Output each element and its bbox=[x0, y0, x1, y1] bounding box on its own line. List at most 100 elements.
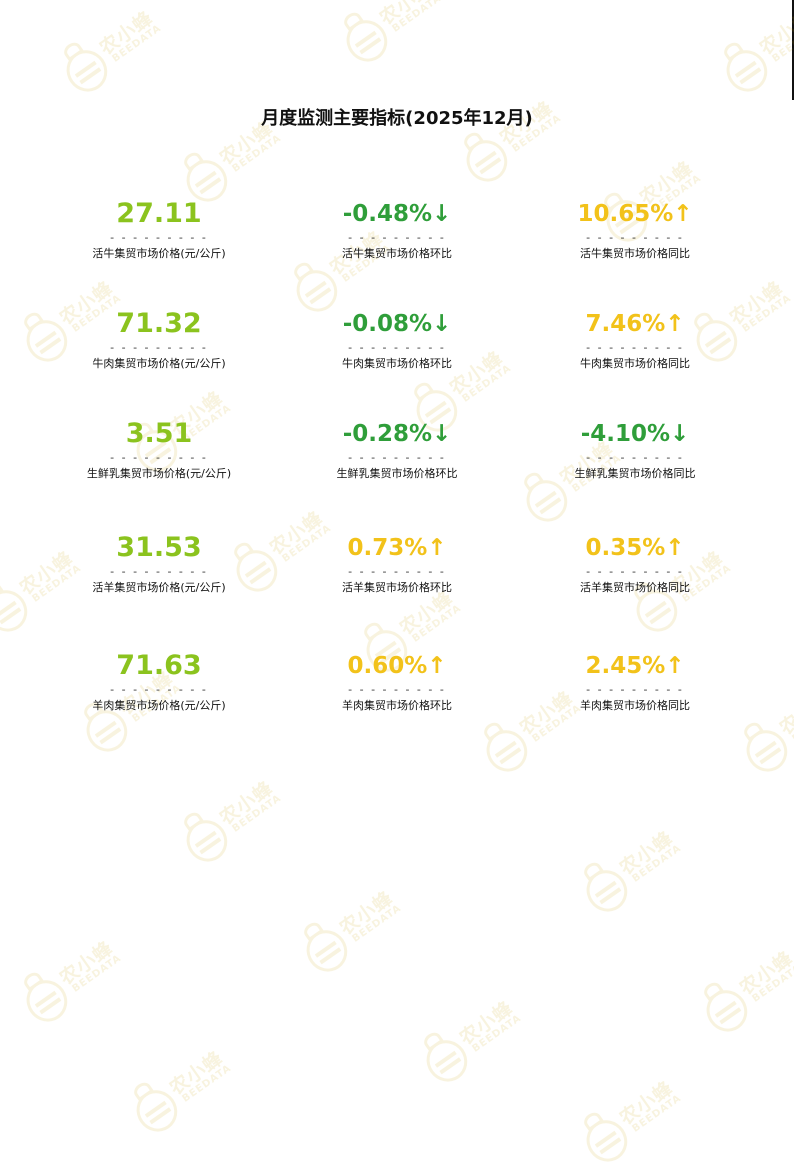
separator: - - - - - - - - - bbox=[110, 683, 208, 696]
watermark-logo: 农小蜂 BEEDATA bbox=[693, 934, 794, 1046]
separator: - - - - - - - - - bbox=[586, 683, 684, 696]
bee-icon bbox=[718, 42, 776, 100]
watermark-logo: 农小蜂 BEEDATA bbox=[413, 984, 538, 1096]
indicator-card: -4.10%↓ - - - - - - - - - 生鲜乳集贸市场价格同比 bbox=[516, 416, 754, 482]
indicator-card: 71.32 - - - - - - - - - 牛肉集贸市场价格(元/公斤) bbox=[40, 306, 278, 372]
indicator-card: 2.45%↑ - - - - - - - - - 羊肉集贸市场价格同比 bbox=[516, 648, 754, 714]
separator: - - - - - - - - - bbox=[110, 565, 208, 578]
indicator-value: 0.73%↑ bbox=[347, 535, 447, 561]
indicator-value: -4.10%↓ bbox=[580, 421, 690, 447]
watermark-logo: 农小蜂 BEEDATA bbox=[123, 1034, 248, 1146]
watermark-logo: 农小蜂 BEEDATA bbox=[53, 0, 178, 106]
watermark-subtext: BEEDATA bbox=[390, 0, 444, 35]
bee-icon bbox=[578, 862, 636, 920]
indicator-label: 活牛集贸市场价格同比 bbox=[580, 247, 690, 260]
watermark-subtext: BEEDATA bbox=[750, 962, 794, 1005]
watermark-logo: 农小蜂 BEEDATA bbox=[573, 814, 698, 926]
watermark-subtext: BEEDATA bbox=[230, 132, 284, 175]
watermark-logo: 农小蜂 BEEDATA bbox=[173, 764, 298, 876]
separator: - - - - - - - - - bbox=[586, 451, 684, 464]
separator: - - - - - - - - - bbox=[586, 231, 684, 244]
separator: - - - - - - - - - bbox=[110, 231, 208, 244]
indicator-value: 71.63 bbox=[116, 650, 202, 681]
indicator-value: 31.53 bbox=[116, 532, 202, 563]
indicator-label: 活羊集贸市场价格同比 bbox=[580, 581, 690, 594]
indicator-card: 71.63 - - - - - - - - - 羊肉集贸市场价格(元/公斤) bbox=[40, 648, 278, 714]
watermark-text: 农小蜂 bbox=[95, 7, 158, 60]
indicator-row: 31.53 - - - - - - - - - 活羊集贸市场价格(元/公斤) 0… bbox=[40, 524, 754, 648]
indicator-value: 2.45%↑ bbox=[585, 653, 685, 679]
watermark-subtext: BEEDATA bbox=[630, 842, 684, 885]
watermark-text: 农小蜂 bbox=[335, 887, 398, 940]
separator: - - - - - - - - - bbox=[586, 565, 684, 578]
indicator-value: 0.60%↑ bbox=[347, 653, 447, 679]
indicator-label: 活牛集贸市场价格(元/公斤) bbox=[92, 247, 226, 260]
indicator-grid: 27.11 - - - - - - - - - 活牛集贸市场价格(元/公斤) -… bbox=[40, 196, 754, 758]
watermark-subtext: BEEDATA bbox=[770, 22, 794, 65]
indicator-label: 活牛集贸市场价格环比 bbox=[342, 247, 452, 260]
bee-icon bbox=[128, 1082, 186, 1140]
bee-icon bbox=[0, 582, 36, 640]
indicator-card: 10.65%↑ - - - - - - - - - 活牛集贸市场价格同比 bbox=[516, 196, 754, 262]
indicator-card: 0.73%↑ - - - - - - - - - 活羊集贸市场价格环比 bbox=[278, 530, 516, 596]
indicator-label: 生鲜乳集贸市场价格(元/公斤) bbox=[86, 467, 232, 480]
watermark-subtext: BEEDATA bbox=[630, 1092, 684, 1135]
indicator-card: 31.53 - - - - - - - - - 活羊集贸市场价格(元/公斤) bbox=[40, 530, 278, 596]
indicator-label: 羊肉集贸市场价格(元/公斤) bbox=[92, 699, 226, 712]
page-title: 月度监测主要指标(2025年12月) bbox=[261, 108, 533, 129]
watermark-logo: 农小蜂 BEEDATA bbox=[453, 84, 578, 196]
watermark-text: 农小蜂 bbox=[775, 687, 794, 740]
watermark-subtext: BEEDATA bbox=[790, 702, 794, 745]
indicator-card: -0.08%↓ - - - - - - - - - 牛肉集贸市场价格环比 bbox=[278, 306, 516, 372]
separator: - - - - - - - - - bbox=[348, 341, 446, 354]
watermark-text: 农小蜂 bbox=[455, 997, 518, 1050]
indicator-label: 牛肉集贸市场价格同比 bbox=[580, 357, 690, 370]
watermark-logo: 农小蜂 BEEDATA bbox=[13, 924, 138, 1036]
watermark-logo: 农小蜂 BEEDATA bbox=[573, 1064, 698, 1176]
watermark-subtext: BEEDATA bbox=[470, 1012, 524, 1055]
watermark-text: 农小蜂 bbox=[215, 777, 278, 830]
page-edge-line bbox=[792, 0, 794, 100]
indicator-label: 羊肉集贸市场价格同比 bbox=[580, 699, 690, 712]
watermark-text: 农小蜂 bbox=[755, 7, 794, 60]
separator: - - - - - - - - - bbox=[348, 231, 446, 244]
indicator-card: -0.28%↓ - - - - - - - - - 生鲜乳集贸市场价格环比 bbox=[278, 416, 516, 482]
indicator-card: 3.51 - - - - - - - - - 生鲜乳集贸市场价格(元/公斤) bbox=[40, 416, 278, 482]
watermark-subtext: BEEDATA bbox=[180, 1062, 234, 1105]
watermark-text: 农小蜂 bbox=[375, 0, 438, 30]
bee-icon bbox=[698, 982, 756, 1040]
indicator-label: 活羊集贸市场价格(元/公斤) bbox=[92, 581, 226, 594]
watermark-logo: 农小蜂 BEEDATA bbox=[293, 874, 418, 986]
separator: - - - - - - - - - bbox=[348, 683, 446, 696]
indicator-value: 27.11 bbox=[116, 198, 202, 229]
indicator-card: 0.60%↑ - - - - - - - - - 羊肉集贸市场价格环比 bbox=[278, 648, 516, 714]
indicator-card: 27.11 - - - - - - - - - 活牛集贸市场价格(元/公斤) bbox=[40, 196, 278, 262]
bee-icon bbox=[458, 132, 516, 190]
separator: - - - - - - - - - bbox=[110, 451, 208, 464]
indicator-row: 27.11 - - - - - - - - - 活牛集贸市场价格(元/公斤) -… bbox=[40, 196, 754, 306]
indicator-label: 活羊集贸市场价格环比 bbox=[342, 581, 452, 594]
separator: - - - - - - - - - bbox=[586, 341, 684, 354]
watermark-logo: 农小蜂 BEEDATA bbox=[333, 0, 458, 76]
watermark-subtext: BEEDATA bbox=[110, 22, 164, 65]
watermark-text: 农小蜂 bbox=[165, 1047, 228, 1100]
separator: - - - - - - - - - bbox=[110, 341, 208, 354]
indicator-label: 羊肉集贸市场价格环比 bbox=[342, 699, 452, 712]
separator: - - - - - - - - - bbox=[348, 451, 446, 464]
bee-icon bbox=[18, 972, 76, 1030]
indicator-value: -0.28%↓ bbox=[342, 421, 452, 447]
indicator-label: 生鲜乳集贸市场价格同比 bbox=[574, 467, 696, 480]
bee-icon bbox=[578, 1112, 636, 1170]
indicator-card: 0.35%↑ - - - - - - - - - 活羊集贸市场价格同比 bbox=[516, 530, 754, 596]
indicator-value: 7.46%↑ bbox=[585, 311, 685, 337]
separator: - - - - - - - - - bbox=[348, 565, 446, 578]
indicator-row: 3.51 - - - - - - - - - 生鲜乳集贸市场价格(元/公斤) -… bbox=[40, 416, 754, 524]
bee-icon bbox=[418, 1032, 476, 1090]
watermark-text: 农小蜂 bbox=[735, 947, 794, 1000]
indicator-value: -0.48%↓ bbox=[342, 201, 452, 227]
indicator-row: 71.32 - - - - - - - - - 牛肉集贸市场价格(元/公斤) -… bbox=[40, 306, 754, 416]
watermark-subtext: BEEDATA bbox=[230, 792, 284, 835]
indicator-value: 10.65%↑ bbox=[577, 201, 693, 227]
indicator-card: 7.46%↑ - - - - - - - - - 牛肉集贸市场价格同比 bbox=[516, 306, 754, 372]
indicator-row: 71.63 - - - - - - - - - 羊肉集贸市场价格(元/公斤) 0… bbox=[40, 648, 754, 758]
